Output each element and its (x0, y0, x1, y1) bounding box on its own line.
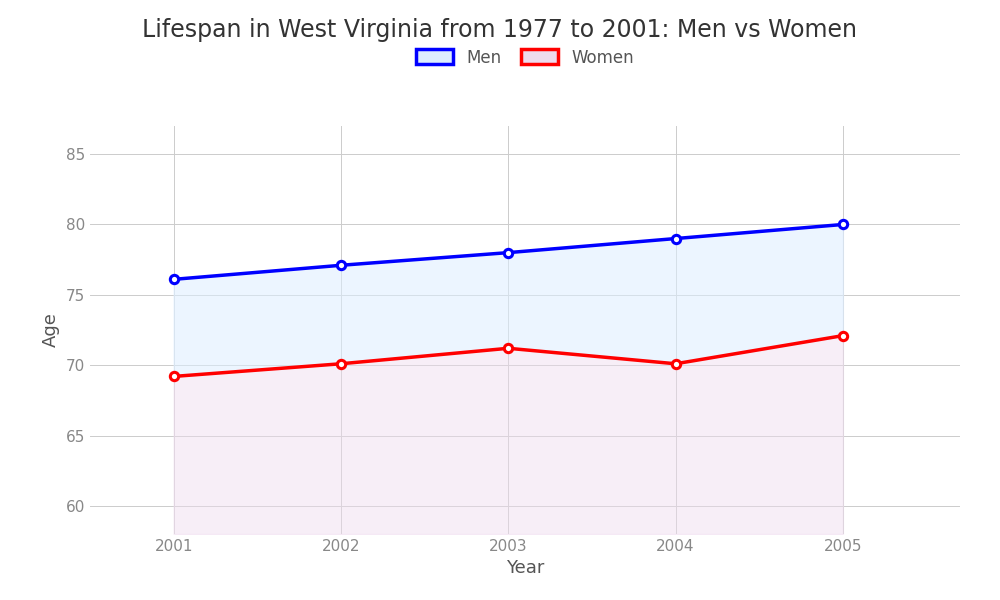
Y-axis label: Age: Age (42, 313, 60, 347)
X-axis label: Year: Year (506, 559, 544, 577)
Legend: Men, Women: Men, Women (416, 49, 634, 67)
Text: Lifespan in West Virginia from 1977 to 2001: Men vs Women: Lifespan in West Virginia from 1977 to 2… (143, 18, 858, 42)
